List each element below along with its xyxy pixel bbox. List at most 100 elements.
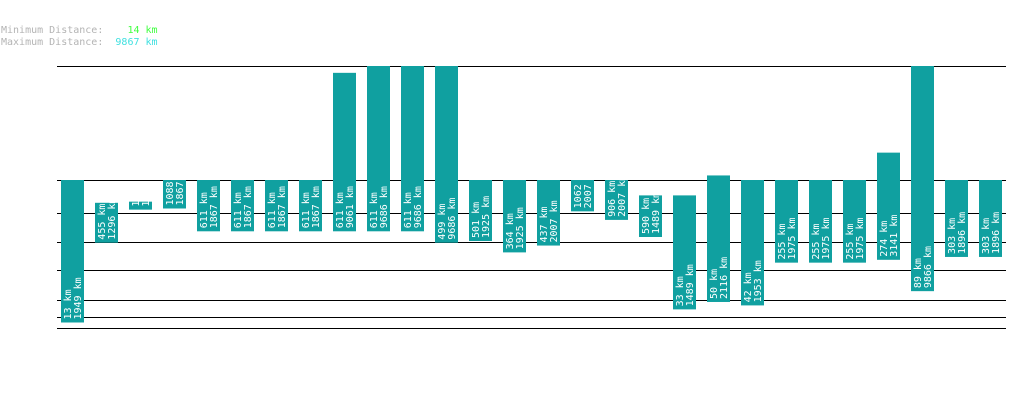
bar-label-secondary: 2007 km: [617, 175, 628, 217]
bar-label-secondary: 9686 km: [413, 186, 424, 228]
bar: [197, 180, 220, 232]
bar-label-primary: 455 km: [97, 204, 108, 240]
bar-label-primary: 611 km: [267, 192, 278, 228]
bar-group: 499 km 9686 km: [435, 66, 458, 243]
bar-label-secondary: 1896 km: [957, 212, 968, 254]
bar: [877, 152, 900, 260]
bar-group: 13 km 1949 km: [61, 180, 84, 323]
bar-label-primary: 611 km: [233, 192, 244, 228]
bar-label-secondary: 9061 km: [345, 186, 356, 228]
bar-group: 590 km 1489 km: [639, 192, 662, 237]
bar-label-secondary: 2116 km: [719, 257, 730, 299]
bar-label-primary: 255 km: [845, 224, 856, 260]
bar: [843, 180, 866, 263]
bar-group: 611 km 9686 km: [401, 66, 424, 232]
bar-label-primary: 499 km: [437, 204, 448, 240]
bar-group: 611 km 9061 km: [333, 72, 356, 232]
bar: [809, 180, 832, 263]
bar-label-primary: 89 km: [913, 258, 924, 288]
bar-label-secondary: 1867: [175, 181, 186, 205]
bar-label-secondary: 1975 km: [855, 217, 866, 259]
bar-label-primary: 364 km: [505, 213, 516, 249]
bar: [163, 180, 186, 209]
bar: [707, 175, 730, 302]
bar: [61, 180, 84, 323]
bar-group: 611 km 1867 km: [265, 180, 288, 232]
bar-label-secondary: 1949 km: [73, 277, 84, 319]
bars: 13 km 1949 km 455 km 1296 km 1 1 1088 1867 611 k…: [61, 66, 1002, 323]
bar-group: 364 km 1925 km: [503, 180, 526, 253]
bar: [911, 66, 934, 292]
bar-label-primary: 611 km: [369, 192, 380, 228]
bar: [979, 180, 1002, 257]
minimum-distance-value: 14 km: [127, 25, 158, 36]
bar-group: 611 km 1867 km: [231, 180, 254, 232]
minimum-distance-row: Minimum Distance: 14 km: [1, 25, 158, 37]
bar-label-secondary: 1925 km: [481, 196, 492, 238]
bar-label-primary: 611 km: [301, 192, 312, 228]
bar-group: 1062 2007: [571, 180, 594, 212]
bar-group: 455 km 1296 km: [95, 198, 118, 243]
bar-label-primary: 255 km: [811, 224, 822, 260]
bar: [639, 195, 662, 237]
bar-label-secondary: 1489 km: [651, 192, 662, 234]
bar-label-secondary: 3141 km: [889, 215, 900, 257]
bar-label-primary: 906 km: [607, 181, 618, 217]
bar-label-secondary: 9866 km: [923, 246, 934, 288]
bar-group: 611 km 1867 km: [299, 180, 322, 232]
bar: [605, 180, 628, 220]
bar-group: 33 km 1489 km: [673, 195, 696, 310]
bar-group: 906 km 2007 km: [605, 175, 628, 220]
bar: [401, 66, 424, 232]
bar: [367, 66, 390, 232]
bar-label-primary: 611 km: [403, 192, 414, 228]
minimum-distance-label: Minimum Distance:: [1, 25, 104, 36]
bar-label-primary: 274 km: [879, 221, 890, 257]
bar-label-secondary: 1896 km: [991, 212, 1002, 254]
bar-label-secondary: 1867 km: [311, 186, 322, 228]
bar-label-secondary: 1925 km: [515, 207, 526, 249]
bar-label-secondary: 9686 km: [447, 198, 458, 240]
bar-label-primary: 50 km: [709, 269, 720, 299]
bar-label-secondary: 9686 km: [379, 186, 390, 228]
bar-label-secondary: 1975 km: [787, 217, 798, 259]
bar: [503, 180, 526, 253]
bar-label-primary: 437 km: [539, 206, 550, 242]
bar-label-secondary: 1489 km: [685, 264, 696, 306]
bar-group: 303 km 1896 km: [979, 180, 1002, 257]
bar: [129, 201, 152, 210]
bar: [265, 180, 288, 232]
bar: [945, 180, 968, 257]
bar: [333, 72, 356, 232]
bar-label-secondary: 2007: [583, 184, 594, 208]
bar-label-primary: 255 km: [777, 224, 788, 260]
bar-label-secondary: 1867 km: [243, 186, 254, 228]
bar-label-primary: 33 km: [675, 276, 686, 306]
bar: [299, 180, 322, 232]
maximum-distance-label: Maximum Distance:: [1, 37, 104, 48]
bar-label-secondary: 1867 km: [277, 186, 288, 228]
bar-group: 437 km 2007 km: [537, 180, 560, 246]
bar-group: 1088 1867: [163, 180, 186, 209]
bar-label-primary: 501 km: [471, 202, 482, 238]
bar-group: 274 km 3141 km: [877, 152, 900, 260]
bar-label-primary: 303 km: [947, 218, 958, 254]
bar-group: 89 km 9866 km: [911, 66, 934, 292]
bar-label-secondary: 1867 km: [209, 186, 220, 228]
bar: [469, 180, 492, 241]
bar-group: 50 km 2116 km: [707, 175, 730, 302]
bar: [95, 202, 118, 243]
bar-group: 611 km 9686 km: [367, 66, 390, 232]
bar-group: 255 km 1975 km: [843, 180, 866, 263]
bar-label-secondary: 1953 km: [753, 260, 764, 302]
bar-label-primary: 611 km: [199, 192, 210, 228]
bar-label-secondary: 2007 km: [549, 200, 560, 242]
bar-label-secondary: 1296 km: [107, 198, 118, 240]
bar-group: 255 km 1975 km: [775, 180, 798, 263]
bar: [673, 195, 696, 310]
bar-group: 611 km 1867 km: [197, 180, 220, 232]
bar-group: 303 km 1896 km: [945, 180, 968, 257]
bar-group: 255 km 1975 km: [809, 180, 832, 263]
